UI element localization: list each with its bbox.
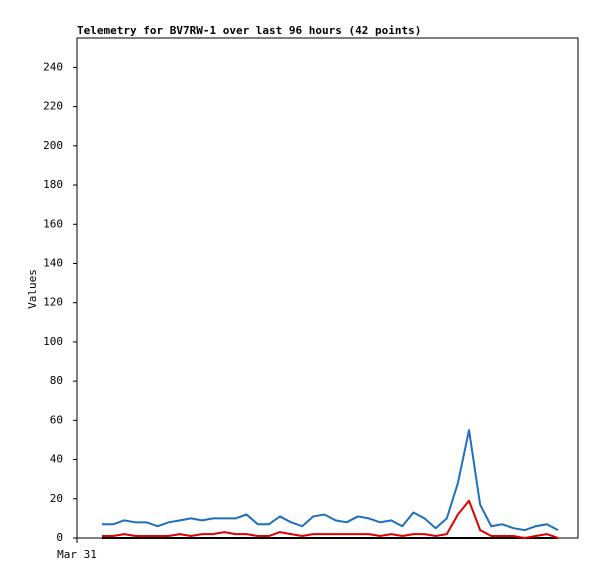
series-line: [102, 499, 559, 539]
y-tick-label: 180: [43, 178, 63, 191]
y-tick-label: 240: [43, 60, 63, 73]
y-tick-label: 60: [50, 413, 63, 426]
y-tick-label: 40: [50, 453, 63, 466]
y-tick-label: 0: [56, 531, 63, 544]
y-tick-label: 160: [43, 217, 63, 230]
plot-frame: [76, 37, 579, 539]
x-tick-label: Mar 31: [57, 548, 97, 561]
series-line: [102, 429, 559, 532]
y-tick-label: 140: [43, 256, 63, 269]
y-axis-label: Values: [26, 269, 39, 309]
y-tick-label: 120: [43, 296, 63, 309]
y-tick-label: 100: [43, 335, 63, 348]
y-tick-label: 200: [43, 139, 63, 152]
chart-title: Telemetry for BV7RW-1 over last 96 hours…: [77, 24, 421, 37]
y-tick-label: 80: [50, 374, 63, 387]
y-tick-label: 220: [43, 100, 63, 113]
y-tick-label: 20: [50, 492, 63, 505]
